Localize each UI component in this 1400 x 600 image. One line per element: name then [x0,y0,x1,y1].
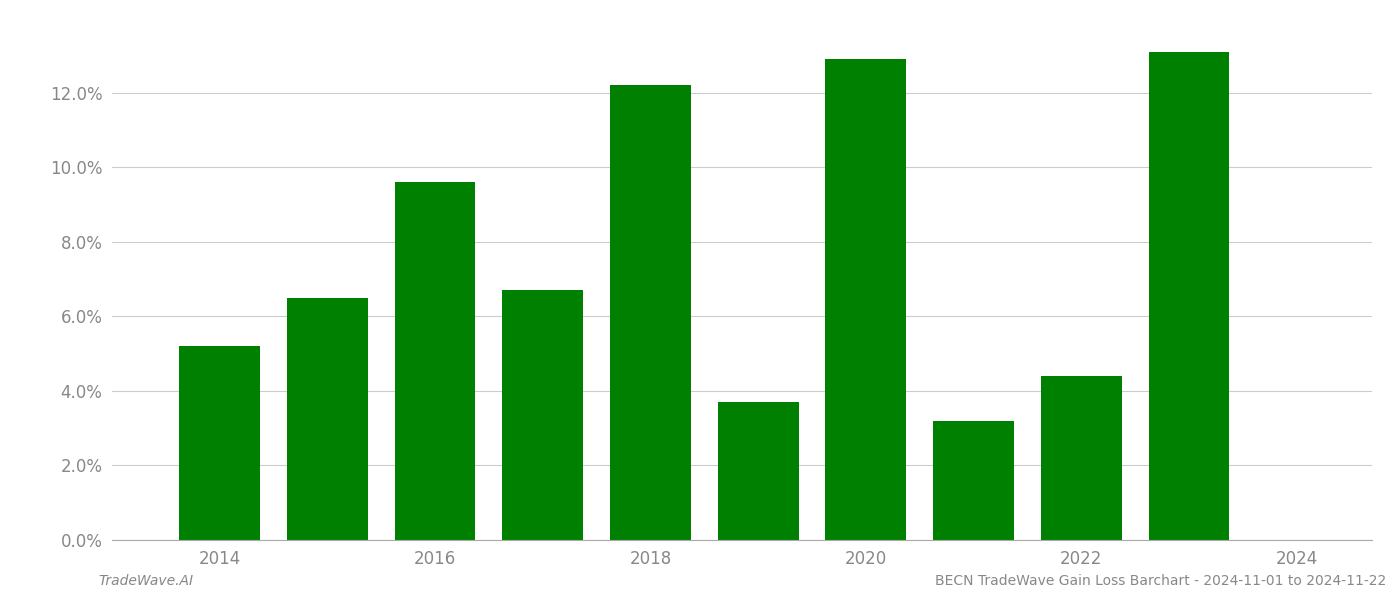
Bar [395,182,476,540]
Bar [503,290,584,540]
Bar [826,59,906,540]
Bar [287,298,368,540]
Text: TradeWave.AI: TradeWave.AI [98,574,193,588]
Bar [610,85,690,540]
Bar [1148,52,1229,540]
Bar [179,346,260,540]
Bar [1040,376,1121,540]
Bar [934,421,1014,540]
Text: BECN TradeWave Gain Loss Barchart - 2024-11-01 to 2024-11-22: BECN TradeWave Gain Loss Barchart - 2024… [935,574,1386,588]
Bar [718,402,798,540]
